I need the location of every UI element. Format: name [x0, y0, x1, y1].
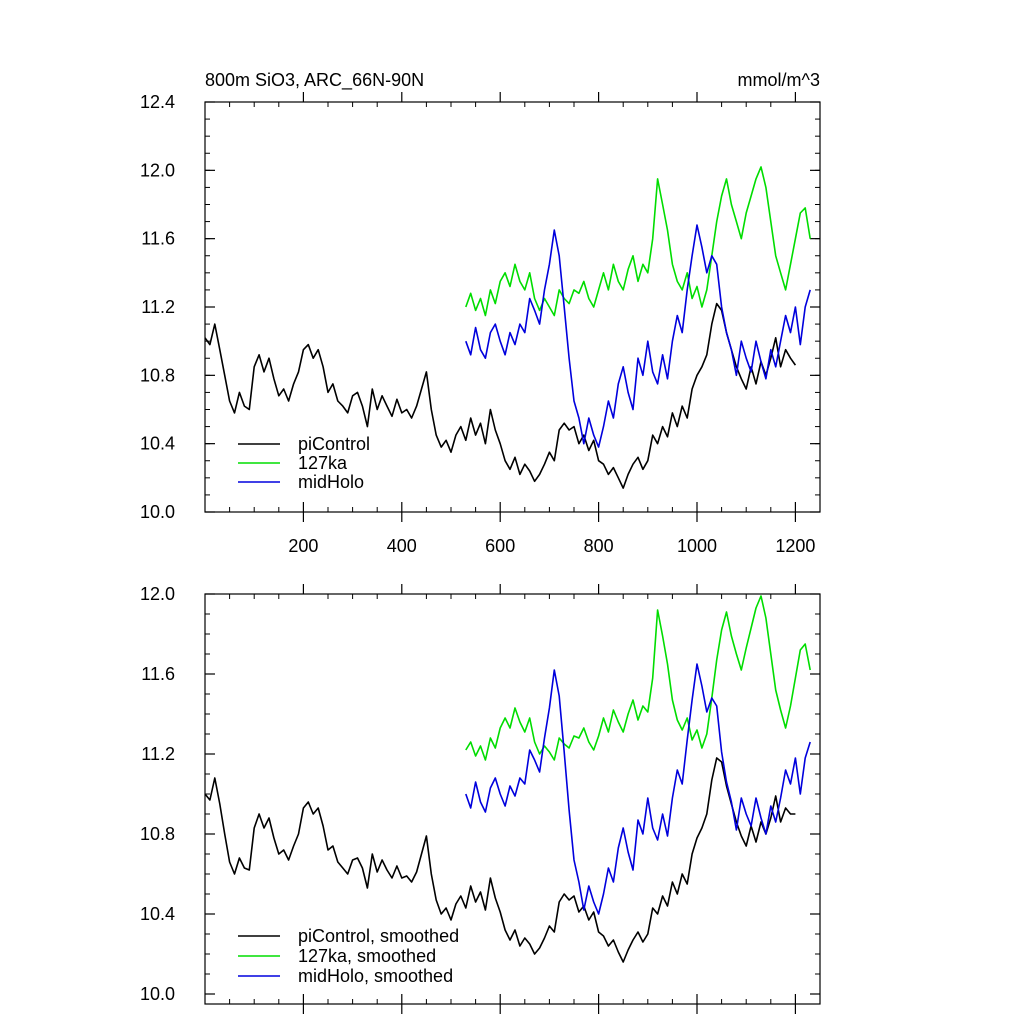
bottom-legend-label-127ka-smoothed: 127ka, smoothed [298, 946, 436, 966]
top-x-tick-label: 1000 [677, 536, 717, 556]
bottom-y-tick-label: 10.8 [140, 824, 175, 844]
bottom-series-midholo-smoothed [465, 663, 811, 915]
top-series-midholo [465, 224, 811, 448]
top-y-tick-label: 12.4 [140, 92, 175, 112]
top-legend-label-midholo: midHolo [298, 472, 364, 492]
bottom-legend-label-picontrol-smoothed: piControl, smoothed [298, 926, 459, 946]
top-y-tick-label: 10.0 [140, 502, 175, 522]
top-ticks: 200 400 600 800 1000 1200 10.0 10.4 10.8 11.2 11.6… [140, 92, 820, 556]
bottom-legend-label-midholo-smoothed: midHolo, smoothed [298, 966, 453, 986]
top-panel: 800m SiO3, ARC_66N-90N mmol/m^3 200 400 60… [140, 70, 821, 556]
top-series-picontrol [204, 302, 797, 489]
top-series-127ka [465, 166, 811, 317]
top-x-tick-label: 1200 [775, 536, 815, 556]
top-x-tick-label: 400 [387, 536, 417, 556]
top-y-tick-label: 12.0 [140, 160, 175, 180]
top-legend-label-picontrol: piControl [298, 434, 370, 454]
top-y-tick-label: 11.6 [141, 229, 175, 249]
bottom-ticks: 10.0 10.4 10.8 11.2 11.6 12.0 [140, 584, 820, 1014]
bottom-y-tick-label: 10.4 [140, 904, 175, 924]
bottom-y-tick-label: 12.0 [140, 584, 175, 604]
bottom-plot-frame [204, 593, 821, 1005]
bottom-y-tick-label: 10.0 [140, 984, 175, 1004]
top-x-tick-label: 200 [288, 536, 318, 556]
bottom-y-tick-label: 11.2 [141, 744, 175, 764]
bottom-series-layer [204, 595, 811, 963]
bottom-series-picontrol-smoothed [204, 757, 796, 963]
bottom-series-127ka-smoothed [465, 595, 811, 761]
top-y-tick-label: 10.8 [140, 365, 175, 385]
top-y-tick-label: 11.2 [141, 297, 175, 317]
top-x-tick-label: 600 [485, 536, 515, 556]
top-units: mmol/m^3 [738, 70, 820, 90]
top-legend-label-127ka: 127ka [298, 453, 348, 473]
top-y-tick-label: 10.4 [140, 434, 175, 454]
bottom-panel: 10.0 10.4 10.8 11.2 11.6 12.0 piControl, smoo… [140, 584, 821, 1014]
top-series-layer [204, 166, 811, 489]
top-x-tick-label: 800 [584, 536, 614, 556]
bottom-y-tick-label: 11.6 [141, 664, 175, 684]
top-title: 800m SiO3, ARC_66N-90N [205, 70, 424, 91]
